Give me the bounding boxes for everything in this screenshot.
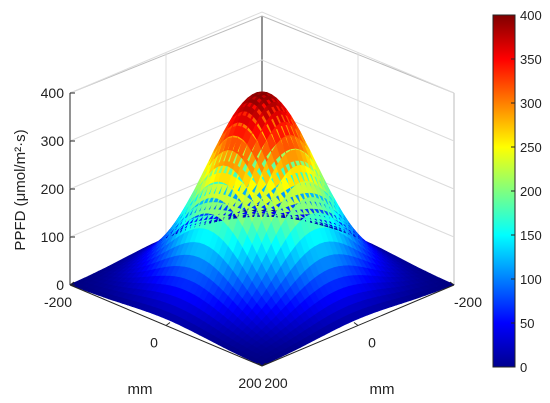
surface-mesh [69, 91, 455, 366]
z-tick-label: 200 [41, 181, 65, 197]
z-tick-label: 100 [41, 229, 65, 245]
colorbar: 0 50 100 150 200 250 300 350 400 [492, 8, 542, 375]
z-tick-label: 300 [41, 133, 65, 149]
z-tick-label: 400 [41, 85, 65, 101]
y-tick-mark [353, 322, 359, 326]
y-tick-label: -200 [454, 294, 482, 310]
y-tick-mark [257, 362, 263, 367]
y-tick-label: 0 [368, 335, 376, 351]
colorbar-ticks: 0 50 100 150 200 250 300 350 400 [511, 8, 542, 375]
z-axis-label: PPFD (μmol/m²·s) [12, 129, 29, 250]
colorbar-tick-label: 50 [520, 316, 534, 331]
x-tick-mark [261, 362, 267, 367]
colorbar-tick-label: 200 [520, 184, 542, 199]
x-axis-label: mm [128, 381, 153, 398]
x-tick-label: 0 [150, 335, 158, 351]
y-axis-label: mm [370, 381, 395, 398]
z-tick-label: 0 [56, 277, 64, 293]
colorbar-tick-label: 100 [520, 272, 542, 287]
x-tick-label: -200 [44, 294, 72, 310]
x-tick-mark [165, 322, 171, 326]
z-gridline [69, 59, 455, 142]
colorbar-tick-label: 400 [520, 8, 542, 23]
colorbar-tick-label: 250 [520, 140, 542, 155]
colorbar-tick-label: 0 [520, 360, 527, 375]
x-tick-label: 200 [238, 375, 262, 391]
y-tick-mark [449, 281, 455, 286]
colorbar-tick-label: 350 [520, 52, 542, 67]
z-gridline [69, 11, 455, 94]
y-tick-label: 200 [264, 375, 288, 391]
colorbar-tick-label: 300 [520, 96, 542, 111]
x-tick-mark [69, 281, 75, 286]
colorbar-tick-label: 150 [520, 228, 542, 243]
